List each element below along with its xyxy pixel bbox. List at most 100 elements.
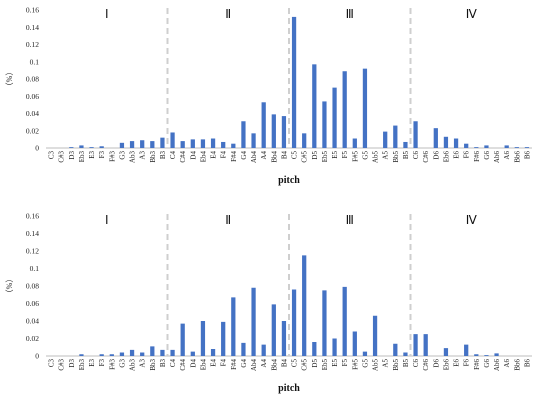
bar xyxy=(393,343,398,356)
bar xyxy=(514,147,519,148)
x-tick-label: E5 xyxy=(331,359,339,367)
bar xyxy=(140,352,145,356)
x-tick-label: F6 xyxy=(463,359,471,367)
region-label: Ⅳ xyxy=(466,7,477,21)
x-tick-label: Bb5 xyxy=(392,359,400,371)
region-label: Ⅳ xyxy=(466,213,477,227)
x-tick-label: B5 xyxy=(402,151,410,160)
bar xyxy=(180,141,185,148)
bar xyxy=(150,346,155,356)
y-tick-label: 0.14 xyxy=(26,23,39,32)
bar xyxy=(484,145,489,148)
x-tick-label: D5 xyxy=(311,359,319,368)
x-tick-label: C3 xyxy=(48,151,56,160)
bar xyxy=(251,133,256,148)
region-label: Ⅱ xyxy=(225,213,231,227)
y-tick-label: 0.16 xyxy=(26,6,39,15)
x-tick-label: G3 xyxy=(118,151,126,160)
bar xyxy=(150,141,155,148)
bar xyxy=(231,143,236,148)
x-tick-label: C#3 xyxy=(58,359,66,371)
y-tick-label: 0.06 xyxy=(26,92,39,101)
y-tick-label: 0.02 xyxy=(26,126,39,135)
chart-1: 0 0.02 0.04 0.06 0.08 0.1 0.12 0.14 0.16 （%） Ⅰ Ⅱ Ⅲ Ⅳ C… xyxy=(5,6,532,186)
bar xyxy=(241,121,246,148)
x-tick-label: Eb5 xyxy=(321,359,329,371)
bar xyxy=(393,125,398,148)
x-tick-label: F#6 xyxy=(473,359,481,370)
x-tick-label: F6 xyxy=(463,151,471,159)
x-tick-label: A5 xyxy=(382,151,390,160)
bar xyxy=(69,147,74,148)
bar xyxy=(464,344,469,356)
x-tick-label: D6 xyxy=(432,151,440,160)
bar xyxy=(332,338,337,356)
x-tick-label: Eb5 xyxy=(321,151,329,163)
bar xyxy=(494,353,499,356)
x-tick-label: Eb6 xyxy=(442,359,450,371)
chart-2: 0 0.02 0.04 0.06 0.08 0.1 0.12 0.14 0.16 （%） Ⅰ Ⅱ Ⅲ Ⅳ C… xyxy=(5,212,532,394)
x-tick-label: Ab6 xyxy=(493,151,501,164)
y-tick-label: 0.12 xyxy=(26,247,39,256)
y-tick-label: 0.14 xyxy=(26,229,39,238)
x-tick-label: G4 xyxy=(240,151,248,160)
bar xyxy=(413,334,418,356)
x-tick-label: D3 xyxy=(68,151,76,160)
y-axis-label: （%） xyxy=(5,275,14,298)
x-tick-label: F4 xyxy=(220,359,228,367)
y-tick-label: 0.1 xyxy=(30,264,40,273)
bar xyxy=(464,143,469,148)
region-label: Ⅰ xyxy=(105,213,109,227)
x-tick-label: C#5 xyxy=(301,151,309,163)
x-tick-label: A6 xyxy=(503,359,511,368)
x-tick-label: F4 xyxy=(220,151,228,159)
bar xyxy=(312,342,317,356)
region-label: Ⅱ xyxy=(225,7,231,21)
x-tick-label: F3 xyxy=(98,151,106,159)
x-tick-label: C#5 xyxy=(301,359,309,371)
bar xyxy=(372,315,378,356)
y-tick-label: 0.12 xyxy=(26,40,39,49)
bar xyxy=(129,349,135,356)
bar xyxy=(170,132,175,148)
bar xyxy=(281,116,287,148)
x-tick-label: A4 xyxy=(260,151,268,160)
x-tick-label: E4 xyxy=(210,151,218,159)
x-tick-label: C4 xyxy=(169,151,177,160)
bar xyxy=(342,286,347,356)
bar xyxy=(119,352,125,356)
bar xyxy=(453,138,459,148)
x-tick-label: F#4 xyxy=(230,151,238,162)
bar xyxy=(221,141,226,148)
x-tick-label: F#3 xyxy=(108,151,116,162)
x-tick-label: Ab4 xyxy=(250,359,258,372)
x-tick-label: Ab5 xyxy=(372,151,380,164)
bar xyxy=(79,354,84,356)
bar xyxy=(403,141,408,148)
bar xyxy=(443,348,449,356)
x-tick-label: G6 xyxy=(483,359,491,368)
y-tick-label: 0.16 xyxy=(26,212,39,221)
bar xyxy=(109,354,114,356)
x-tick-label: Eb4 xyxy=(199,359,207,371)
x-tick-label: C#6 xyxy=(422,151,430,163)
x-tick-label: Bb5 xyxy=(392,151,400,163)
x-tick-label: D3 xyxy=(68,359,76,368)
x-tick-label: B3 xyxy=(159,151,167,160)
x-tick-label: G4 xyxy=(240,359,248,368)
x-tick-label: C#3 xyxy=(58,151,66,163)
bar xyxy=(433,128,438,148)
bar xyxy=(241,342,246,356)
x-axis-label: pitch xyxy=(278,383,300,394)
x-tick-label: E6 xyxy=(453,359,461,367)
bar xyxy=(342,71,347,148)
bar xyxy=(291,16,297,149)
y-tick-label: 0 xyxy=(35,352,39,361)
x-tick-label: Ab6 xyxy=(493,359,501,372)
x-tick-label: F#5 xyxy=(351,151,359,162)
x-tick-label: C4 xyxy=(169,359,177,368)
x-tick-label: Eb6 xyxy=(442,151,450,163)
bar xyxy=(129,141,135,148)
x-tick-label: B5 xyxy=(402,359,410,368)
